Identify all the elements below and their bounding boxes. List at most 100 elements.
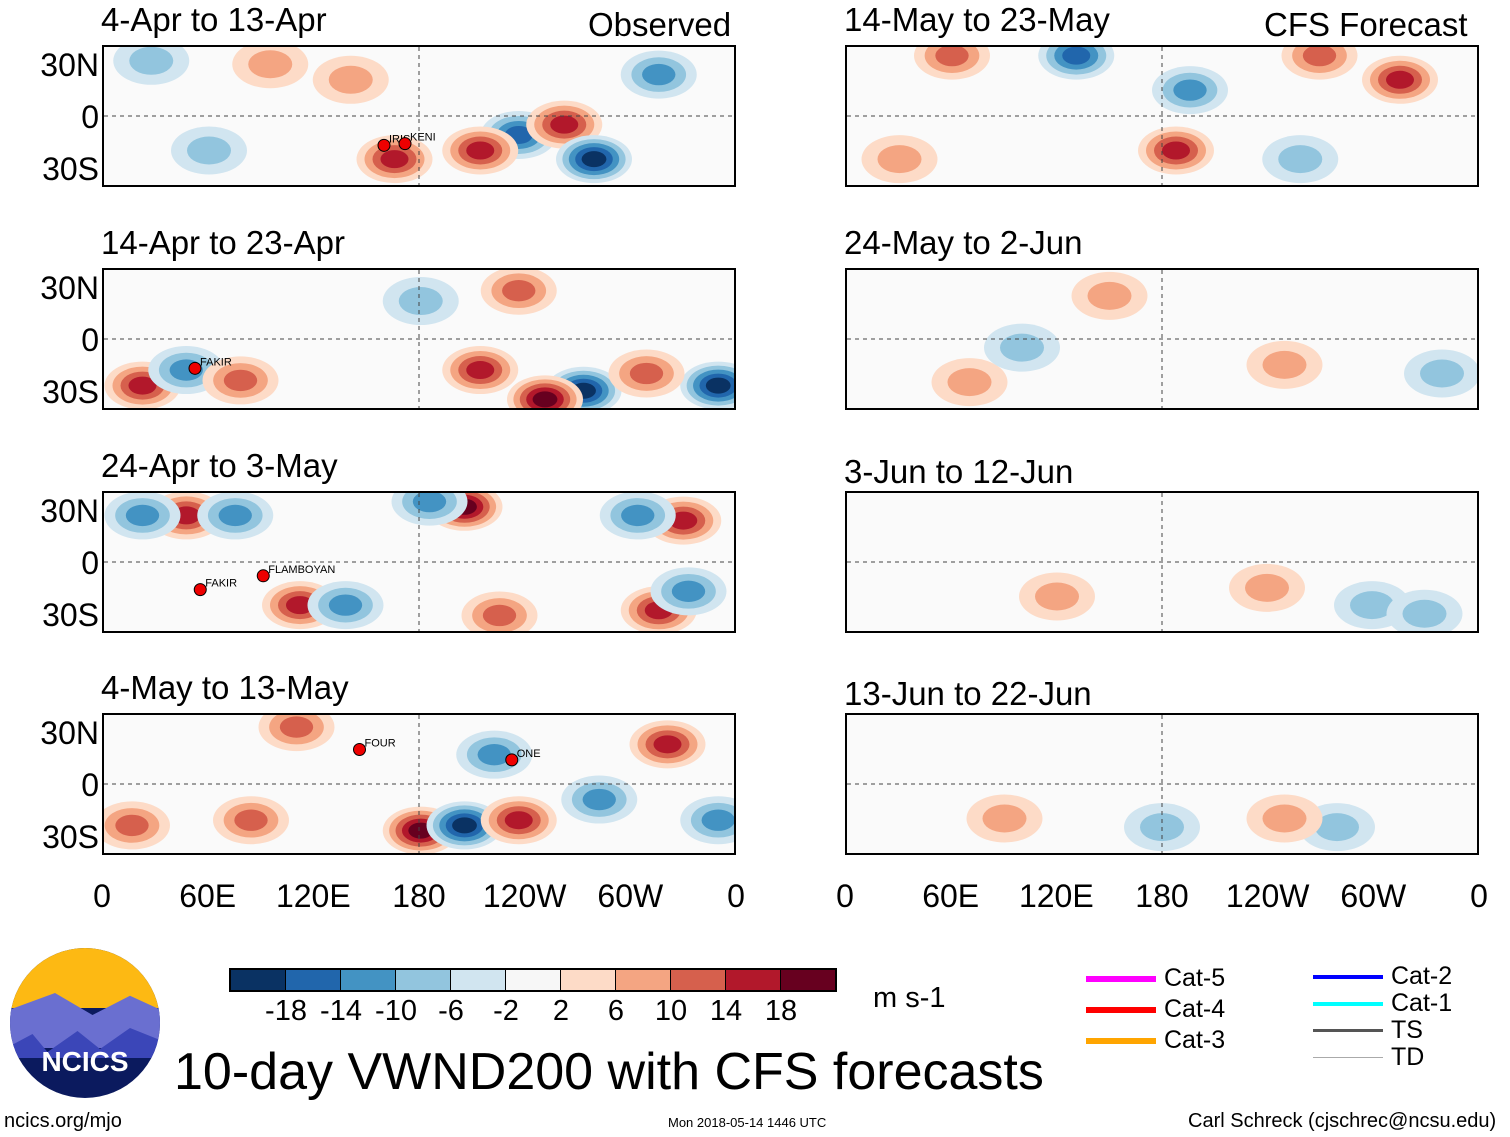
anomaly-contour (1246, 794, 1323, 843)
legend-label: Cat-1 (1391, 989, 1453, 1017)
legend-item: Cat-1 (1313, 989, 1452, 1018)
map-panel (845, 491, 1479, 633)
contour-level (286, 596, 314, 615)
contour-level (452, 817, 477, 834)
contour-level (482, 604, 517, 627)
legend-item: Cat-4 (1086, 995, 1225, 1024)
anomaly-contour (1152, 66, 1228, 115)
lat-label: 0 (81, 322, 99, 358)
map-panel: FAKIR (102, 268, 736, 410)
colorbar-swatch (781, 970, 835, 990)
anomaly-contour (608, 349, 685, 398)
anomaly-contour (861, 135, 938, 184)
units-label: m s-1 (873, 982, 946, 1014)
anomaly-contour (650, 567, 727, 616)
contour-level (550, 115, 579, 134)
lon-label: 60W (597, 878, 664, 914)
contour-level (477, 744, 511, 766)
anomaly-contour (202, 356, 279, 405)
contour-level (1162, 141, 1190, 160)
contour-level (187, 136, 231, 165)
contour-level (701, 809, 734, 831)
colorbar-swatch (231, 970, 286, 990)
lon-label: 0 (727, 878, 745, 914)
contour-level (1402, 599, 1447, 628)
anomaly-contour (382, 277, 459, 326)
colorbar-swatch (451, 970, 506, 990)
lat-label: 30S (42, 597, 99, 633)
panel-title: 3-Jun to 12-Jun (844, 453, 1074, 490)
colorbar-tick: -10 (375, 995, 417, 1027)
contour-level (581, 151, 607, 168)
colorbar-swatch (726, 970, 781, 990)
lon-label: 120W (482, 878, 567, 914)
anomaly-contour (914, 47, 990, 80)
colorbar-tick: 10 (654, 995, 688, 1027)
contour-level (653, 735, 682, 754)
panel-title: 4-Apr to 13-Apr (101, 1, 327, 38)
lat-label: 30N (40, 270, 99, 306)
anomaly-contour (426, 801, 503, 850)
colorbar-swatch (286, 970, 341, 990)
lon-label: 120W (1225, 878, 1310, 914)
contour-level (1278, 145, 1323, 174)
colorbar-tick: 18 (764, 995, 798, 1027)
ncics-logo: NCICS (10, 948, 160, 1098)
contour-level (398, 287, 443, 316)
storm-label: FOUR (365, 738, 396, 750)
anomaly-contour (480, 270, 557, 315)
contour-level (328, 594, 363, 616)
panel-title: 4-May to 13-May (101, 669, 349, 706)
anomaly-contour (556, 135, 632, 184)
storm-label: KENI (410, 132, 436, 144)
contour-level (412, 493, 447, 513)
forecast-label: CFS Forecast (1264, 6, 1468, 43)
contour-level (380, 150, 409, 169)
anomaly-contour (966, 794, 1043, 843)
legend-label: TD (1391, 1043, 1425, 1071)
legend-item: Cat-3 (1086, 1026, 1225, 1055)
legend-line-icon (1086, 975, 1156, 982)
anomaly-contour (599, 493, 676, 540)
colorbar-swatch (341, 970, 396, 990)
lon-label: 0 (93, 878, 111, 914)
legend-label: Cat-5 (1164, 964, 1226, 992)
storm-label: FAKIR (205, 578, 237, 590)
map-panel: FLAMBOYAN FAKIR (102, 491, 736, 633)
anomaly-contour (171, 126, 247, 175)
contour-level (504, 811, 533, 830)
anomaly-contour (480, 796, 557, 845)
storm-icon (398, 137, 412, 151)
contour-level (671, 580, 706, 602)
legend-line-icon (1313, 974, 1383, 979)
anomaly-contour (232, 47, 309, 89)
map-panel (845, 268, 1479, 410)
logo-text: NCICS (41, 1046, 129, 1077)
legend-line-icon (1086, 1006, 1156, 1013)
contour-level (642, 63, 676, 86)
contour-level (248, 50, 293, 79)
colorbar-tick: -14 (320, 995, 362, 1027)
anomaly-contour (1386, 589, 1463, 631)
colorbar-swatch (506, 970, 561, 990)
footer-timestamp: Mon 2018-05-14 1446 UTC (668, 1115, 827, 1130)
anomaly-contour (1404, 349, 1477, 398)
colorbar-swatch (396, 970, 451, 990)
anomaly-contour (258, 715, 335, 752)
lon-label: 0 (1470, 878, 1488, 914)
anomaly-contour (620, 50, 697, 99)
footer-url[interactable]: ncics.org/mjo (4, 1110, 122, 1132)
colorbar (229, 968, 837, 992)
contour-level (532, 391, 558, 408)
storm-icon (193, 583, 207, 597)
contour-level (1350, 591, 1394, 620)
lat-label: 0 (81, 767, 99, 803)
lon-label: 120E (1018, 878, 1094, 914)
anomaly-contour (356, 135, 433, 184)
contour-level (466, 141, 495, 160)
lon-label: 60W (1340, 878, 1407, 914)
contour-level (1302, 47, 1337, 67)
anomaly-contour (931, 358, 1008, 407)
lat-label: 30S (42, 819, 99, 855)
legend-label: Cat-2 (1391, 962, 1453, 990)
